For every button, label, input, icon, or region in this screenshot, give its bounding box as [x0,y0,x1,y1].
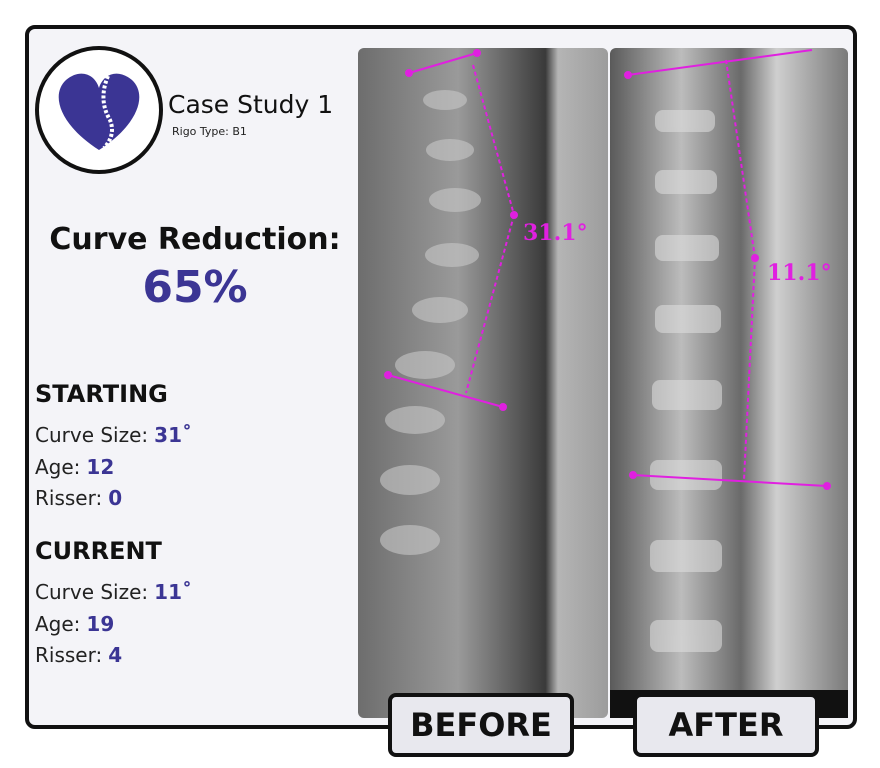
stat-value: 19 [86,611,115,636]
result-label: Curve Reduction: [49,222,341,257]
before-vertebrae [380,90,481,555]
after-angle: 11.1° [767,260,832,286]
stat-row: Curve Size: 31˚ [35,423,192,447]
logo-heart [58,73,140,150]
before-angle: 31.1° [523,220,588,246]
stat-label: Risser: [35,486,103,510]
stat-label: Curve Size: [35,580,149,604]
stat-row: Age: 19 [35,612,114,636]
section-heading: CURRENT [35,537,162,565]
after-button[interactable]: AFTER [633,693,819,757]
before-button[interactable]: BEFORE [388,693,574,757]
logo-spine [101,75,114,150]
stat-row: Curve Size: 11˚ [35,580,192,604]
after-vertebrae [650,110,722,652]
case-title: Case Study 1 [168,90,334,119]
stat-value: 11˚ [154,580,192,604]
case-subtitle: Rigo Type: B1 [172,125,247,138]
after-xray [610,48,848,718]
stat-value: 0 [108,486,123,510]
before-xray [358,48,608,718]
stat-row: Age: 12 [35,455,114,479]
after-lines [624,49,831,490]
section-heading: STARTING [35,380,168,408]
stat-label: Curve Size: [35,423,149,447]
before-lines [384,49,518,411]
result-value: 65% [142,262,248,313]
stat-row: Risser: 0 [35,486,122,510]
stat-label: Risser: [35,643,103,667]
stat-row: Risser: 4 [35,643,122,667]
stat-label: Age: [35,454,81,479]
stat-value: 12 [86,454,115,479]
stat-value: 4 [108,643,123,667]
stat-value: 31˚ [154,423,192,447]
stat-label: Age: [35,611,81,636]
